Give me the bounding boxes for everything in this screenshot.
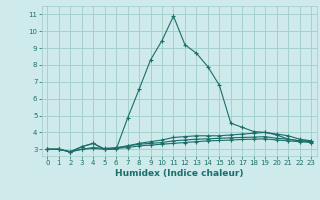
X-axis label: Humidex (Indice chaleur): Humidex (Indice chaleur) bbox=[115, 169, 244, 178]
